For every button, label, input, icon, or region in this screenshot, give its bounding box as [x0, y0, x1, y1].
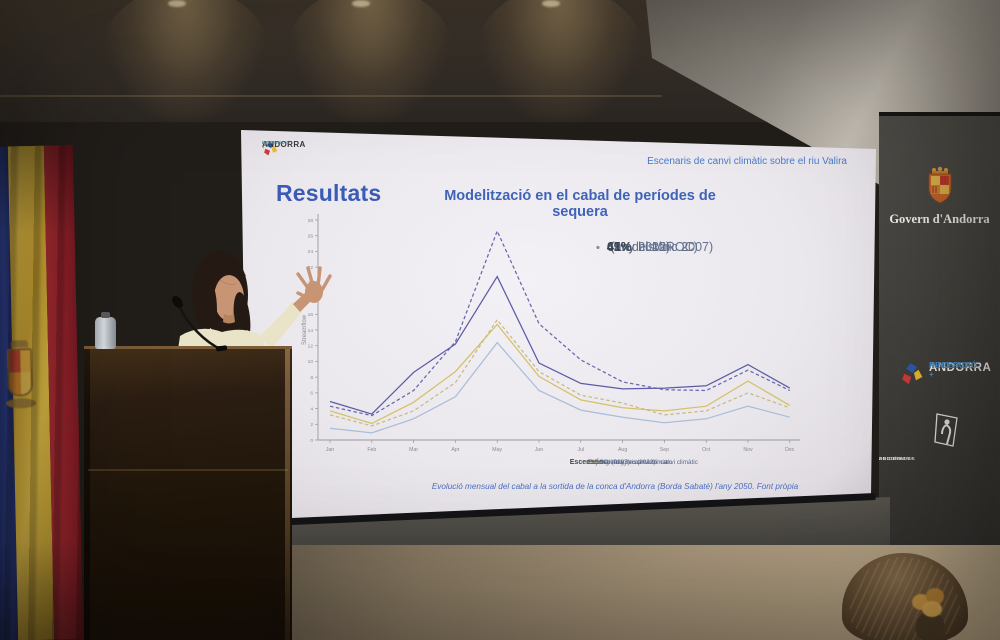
slide-caption: Evolució mensual del cabal a la sortida … [431, 482, 799, 491]
lectern-edge-shadow [84, 349, 90, 640]
microphone-icon [172, 295, 228, 352]
svg-text:12: 12 [308, 344, 314, 350]
svg-text:Mar: Mar [409, 447, 418, 453]
svg-text:Nov: Nov [743, 447, 753, 453]
svg-text:16: 16 [308, 312, 314, 318]
lectern-edge-highlight [285, 349, 290, 640]
spotlight-icon [168, 0, 186, 7]
spotlight-icon [542, 0, 560, 7]
sponsor-wall-panel: Govern d'Andorra ANDORRA RECERCA + INNOV… [879, 112, 1000, 548]
legend-label: MIROC drought scenario [587, 458, 658, 466]
svg-text:Dec: Dec [785, 447, 795, 453]
water-bottle [95, 312, 116, 349]
svg-text:14: 14 [308, 328, 314, 334]
govern-andorra-wordmark: Govern d'Andorra [889, 212, 990, 226]
slide-chart-title: Modelització en el cabal de períodes de … [444, 188, 716, 220]
scrunchie-fold [922, 601, 942, 617]
svg-text:Oct: Oct [702, 447, 711, 453]
spotlight-icon [352, 0, 370, 7]
svg-text:28: 28 [308, 218, 314, 224]
svg-text:Jun: Jun [535, 447, 543, 453]
svg-text:26: 26 [308, 234, 314, 240]
ceiling-spotlight-glow [475, 0, 645, 126]
andorra-flag [0, 145, 84, 640]
flag-fabric-folds [0, 145, 84, 640]
legend-label: Canvi global [587, 458, 623, 466]
wall-seam [0, 95, 662, 97]
svg-text:0: 0 [310, 438, 313, 444]
svg-text:Jan: Jan [326, 447, 334, 453]
svg-text:4: 4 [310, 406, 313, 412]
ceiling-spotlight-glow [100, 0, 270, 126]
svg-text:May: May [492, 447, 502, 453]
scrunchie-fold [926, 588, 944, 605]
slide-header-topic: Escenaris de canvi climàtic sobre el riu… [647, 156, 847, 167]
ceiling-spotlight-glow [285, 0, 455, 126]
legend-label: Any sec (2007) i canvi climàtic [587, 458, 673, 466]
list-item: 41% (model MIROC) [596, 240, 698, 254]
lectern [84, 346, 292, 640]
legend-label: Escenari any sec (2022) i canvi climàtic [587, 458, 698, 466]
lectern-seam [88, 469, 288, 471]
slide-section-title: Resultats [276, 180, 382, 206]
svg-text:Streamflow: Streamflow [302, 314, 308, 345]
svg-text:8: 8 [310, 375, 313, 381]
svg-text:2: 2 [310, 422, 313, 428]
svg-text:Feb: Feb [367, 447, 376, 453]
legend-title: Escenario [569, 458, 604, 466]
svg-text:Apr: Apr [451, 447, 459, 453]
svg-text:22: 22 [308, 265, 314, 271]
svg-text:Sep: Sep [660, 447, 669, 453]
hair-scrunchie [912, 588, 954, 620]
svg-text:Aug: Aug [618, 447, 627, 453]
legend-line-swatch [587, 461, 602, 463]
svg-text:6: 6 [310, 391, 313, 397]
projection-screen-slide: ANDORRA RECERCA + INNOVACIÓ Escenaris de… [241, 130, 876, 522]
andorra-recerca-innovacio-icon [902, 363, 923, 385]
bottle-cap [101, 312, 110, 318]
streamflow-line-chart: 0246810121416182022242628JanFebMarAprMay… [302, 214, 800, 453]
govern-andorra-shield-icon [928, 166, 952, 204]
societat-andorrana-ciencies-emblem-icon [934, 413, 958, 447]
svg-text:Jul: Jul [577, 447, 584, 453]
svg-text:24: 24 [308, 249, 314, 255]
andorra-recerca-innovacio-icon [264, 141, 278, 156]
svg-text:10: 10 [308, 359, 314, 365]
